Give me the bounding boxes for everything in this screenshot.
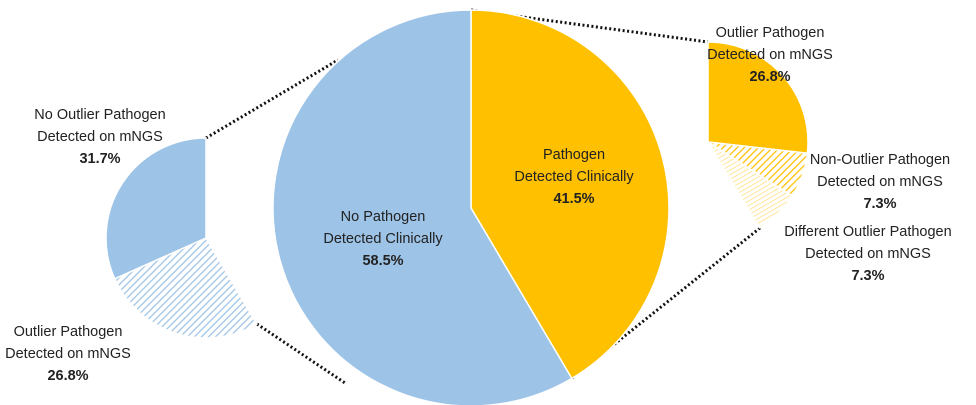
connector xyxy=(470,8,709,44)
connector xyxy=(205,58,339,140)
slice-label: Non-Outlier Pathogen xyxy=(810,152,950,168)
slice-label: Detected Clinically xyxy=(323,231,443,247)
pie-slice xyxy=(113,237,258,339)
value-label: 31.7% xyxy=(79,151,120,167)
pie-slice xyxy=(470,9,670,380)
slice-label: Detected on mNGS xyxy=(37,129,163,145)
value-label: 26.8% xyxy=(749,69,790,85)
pie-slice xyxy=(105,137,207,280)
slice-label: Detected on mNGS xyxy=(707,47,833,63)
slice-label: Outlier Pathogen xyxy=(14,324,123,340)
slice-label: Different Outlier Pathogen xyxy=(784,224,951,240)
slice-label: Detected on mNGS xyxy=(5,346,131,362)
slice-label: Outlier Pathogen xyxy=(716,25,825,41)
value-label: 26.8% xyxy=(47,368,88,384)
value-label: 41.5% xyxy=(553,191,594,207)
pie-slice xyxy=(707,41,809,155)
pie-slice xyxy=(272,9,573,405)
slice-label: No Outlier Pathogen xyxy=(34,107,165,123)
slice-label: Detected on mNGS xyxy=(817,174,943,190)
connector-lines xyxy=(205,8,761,385)
value-label: 7.3% xyxy=(863,196,896,212)
value-label: 58.5% xyxy=(362,253,403,269)
slice-label: Pathogen xyxy=(543,147,605,163)
pie-slice xyxy=(707,141,794,229)
slice-label: Detected on mNGS xyxy=(805,246,931,262)
slice-label: Detected Clinically xyxy=(514,169,634,185)
slice-label: No Pathogen xyxy=(341,209,426,225)
value-label: 7.3% xyxy=(851,268,884,284)
